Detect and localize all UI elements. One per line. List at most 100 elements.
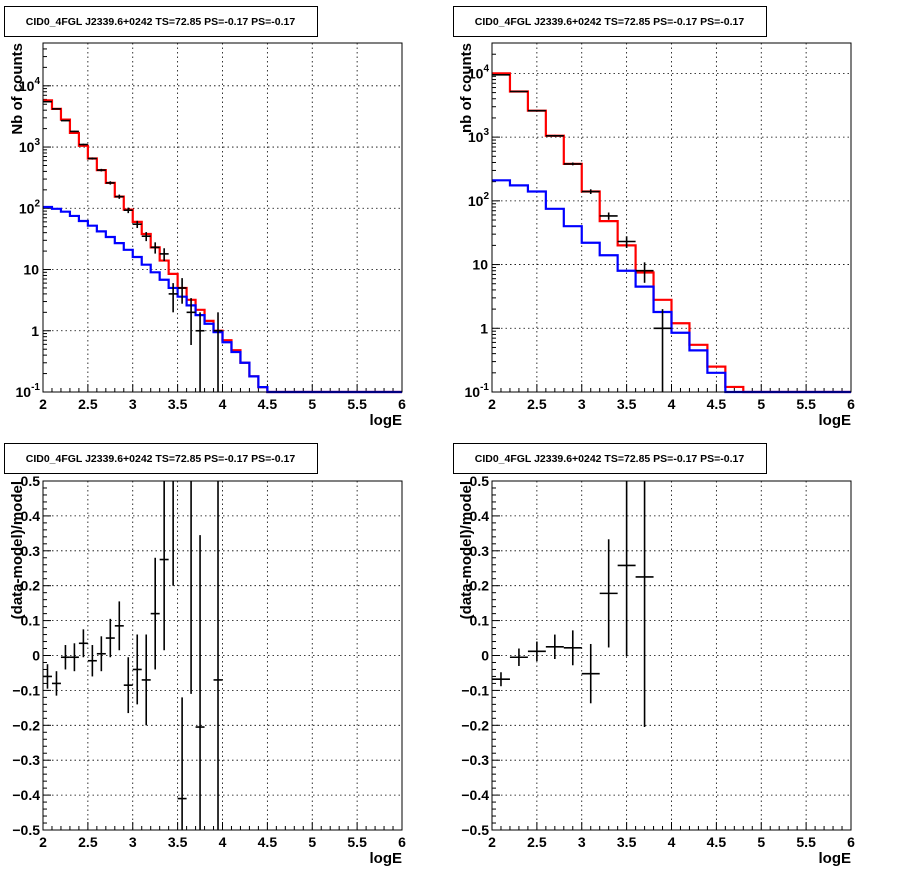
y-tick-label: −0.2 — [461, 717, 489, 733]
y-tick-label: 0.1 — [21, 613, 41, 629]
y-tick-label: 103 — [19, 137, 41, 155]
y-tick-label: 0 — [481, 648, 489, 664]
plot-frame — [42, 42, 403, 393]
y-tick-label: 0 — [32, 648, 40, 664]
y-tick-label: −0.1 — [12, 682, 40, 698]
y-tick-label: −0.4 — [461, 787, 489, 803]
y-tick-label-base: 10 — [19, 200, 35, 216]
chart-panel-3: CID0_4FGL J2339.6+0242 TS=72.85 PS=-0.17… — [4, 443, 406, 867]
y-tick-label-base: 10 — [468, 193, 484, 209]
y-tick-label-exponent: 3 — [483, 127, 489, 138]
x-tick-label: 6 — [398, 396, 406, 412]
plot-frame — [42, 480, 403, 831]
chart-panel-1: CID0_4FGL J2339.6+0242 TS=72.85 PS=-0.17… — [4, 6, 406, 429]
x-axis-title: logE — [370, 850, 403, 867]
x-tick-label: 4.5 — [258, 834, 278, 850]
x-tick-label: 3.5 — [617, 396, 637, 412]
x-tick-label: 2 — [488, 396, 496, 412]
x-tick-label: 5 — [308, 396, 316, 412]
x-tick-label: 5 — [308, 834, 316, 850]
x-tick-label: 4 — [219, 834, 227, 850]
x-tick-label: 6 — [847, 834, 855, 850]
chart-title: CID0_4FGL J2339.6+0242 TS=72.85 PS=-0.17… — [475, 16, 745, 28]
x-tick-label: 5.5 — [347, 834, 367, 850]
x-tick-label: 5.5 — [347, 396, 367, 412]
x-tick-label: 4.5 — [707, 396, 727, 412]
y-tick-label: 10-1 — [16, 382, 41, 400]
y-tick-label: 104 — [19, 76, 41, 94]
y-tick-label-exponent: 3 — [34, 137, 40, 148]
x-axis-title: logE — [819, 850, 852, 867]
y-tick-label: 0.3 — [470, 543, 490, 559]
x-tick-label: 5 — [757, 396, 765, 412]
x-tick-label: 2.5 — [78, 396, 98, 412]
x-tick-label: 3.5 — [617, 834, 637, 850]
x-tick-label: 3.5 — [168, 396, 188, 412]
x-tick-label: 3.5 — [168, 834, 188, 850]
y-axis-title: nb of counts — [458, 43, 475, 133]
x-tick-label: 5.5 — [796, 834, 816, 850]
title-box — [453, 6, 767, 37]
y-tick-label: 0.2 — [21, 578, 41, 594]
plot-frame — [491, 480, 852, 831]
y-tick-label-exponent: -1 — [480, 382, 489, 393]
y-tick-label-base: 10 — [19, 78, 35, 94]
x-tick-label: 2 — [488, 834, 496, 850]
histogram-series-2 — [43, 205, 402, 394]
y-tick-label-base: 10 — [19, 139, 35, 155]
y-tick-label: 10 — [23, 262, 39, 278]
y-tick-label-exponent: -1 — [31, 382, 40, 393]
y-tick-label-exponent: 2 — [34, 198, 40, 209]
y-axis-title: (data-model)/model — [9, 481, 26, 619]
y-tick-label: −0.4 — [12, 787, 40, 803]
y-tick-label-base: 10 — [465, 384, 481, 400]
y-tick-label: 0.2 — [470, 578, 490, 594]
y-tick-label-exponent: 4 — [483, 63, 489, 74]
x-tick-label: 3 — [578, 834, 586, 850]
x-tick-label: 4.5 — [707, 834, 727, 850]
x-tick-label: 4 — [668, 834, 676, 850]
y-tick-label: −0.5 — [461, 822, 489, 838]
plot-frame — [491, 42, 852, 393]
y-tick-label: 1 — [480, 320, 488, 336]
x-tick-label: 4.5 — [258, 396, 278, 412]
title-box — [453, 443, 767, 474]
y-tick-label: −0.3 — [461, 752, 489, 768]
chart-panel-2: CID0_4FGL J2339.6+0242 TS=72.85 PS=-0.17… — [453, 6, 855, 429]
x-tick-label: 6 — [398, 834, 406, 850]
y-axis-title: Nb of counts — [9, 43, 26, 135]
x-tick-label: 5.5 — [796, 396, 816, 412]
x-tick-label: 2 — [39, 834, 47, 850]
y-tick-label: 0.4 — [21, 508, 41, 524]
chart-title: CID0_4FGL J2339.6+0242 TS=72.85 PS=-0.17… — [26, 16, 296, 28]
y-tick-label: 1 — [31, 323, 39, 339]
y-tick-label-base: 10 — [16, 384, 32, 400]
x-tick-label: 6 — [847, 396, 855, 412]
y-tick-label-exponent: 2 — [483, 191, 489, 202]
x-tick-label: 3 — [129, 396, 137, 412]
x-tick-label: 4 — [668, 396, 676, 412]
x-tick-label: 2.5 — [78, 834, 98, 850]
y-tick-label: 10 — [472, 257, 488, 273]
chart-title: CID0_4FGL J2339.6+0242 TS=72.85 PS=-0.17… — [475, 453, 745, 465]
y-tick-label: 10-1 — [465, 382, 490, 400]
x-tick-label: 3 — [578, 396, 586, 412]
chart-title: CID0_4FGL J2339.6+0242 TS=72.85 PS=-0.17… — [26, 453, 296, 465]
y-tick-label-exponent: 4 — [34, 76, 40, 87]
x-tick-label: 2.5 — [527, 834, 547, 850]
y-axis-title: (data-model)/model — [458, 481, 475, 619]
title-box — [4, 6, 318, 37]
y-tick-label: 0.5 — [470, 473, 490, 489]
y-tick-label-base: 10 — [468, 65, 484, 81]
x-tick-label: 5 — [757, 834, 765, 850]
x-tick-label: 2 — [39, 396, 47, 412]
y-tick-label: −0.2 — [12, 717, 40, 733]
y-tick-label-base: 10 — [468, 129, 484, 145]
y-tick-label: −0.3 — [12, 752, 40, 768]
y-tick-label: 0.5 — [21, 473, 41, 489]
x-axis-title: logE — [370, 412, 403, 429]
chart-panel-4: CID0_4FGL J2339.6+0242 TS=72.85 PS=-0.17… — [453, 443, 855, 867]
x-tick-label: 3 — [129, 834, 137, 850]
y-tick-label: 0.3 — [21, 543, 41, 559]
